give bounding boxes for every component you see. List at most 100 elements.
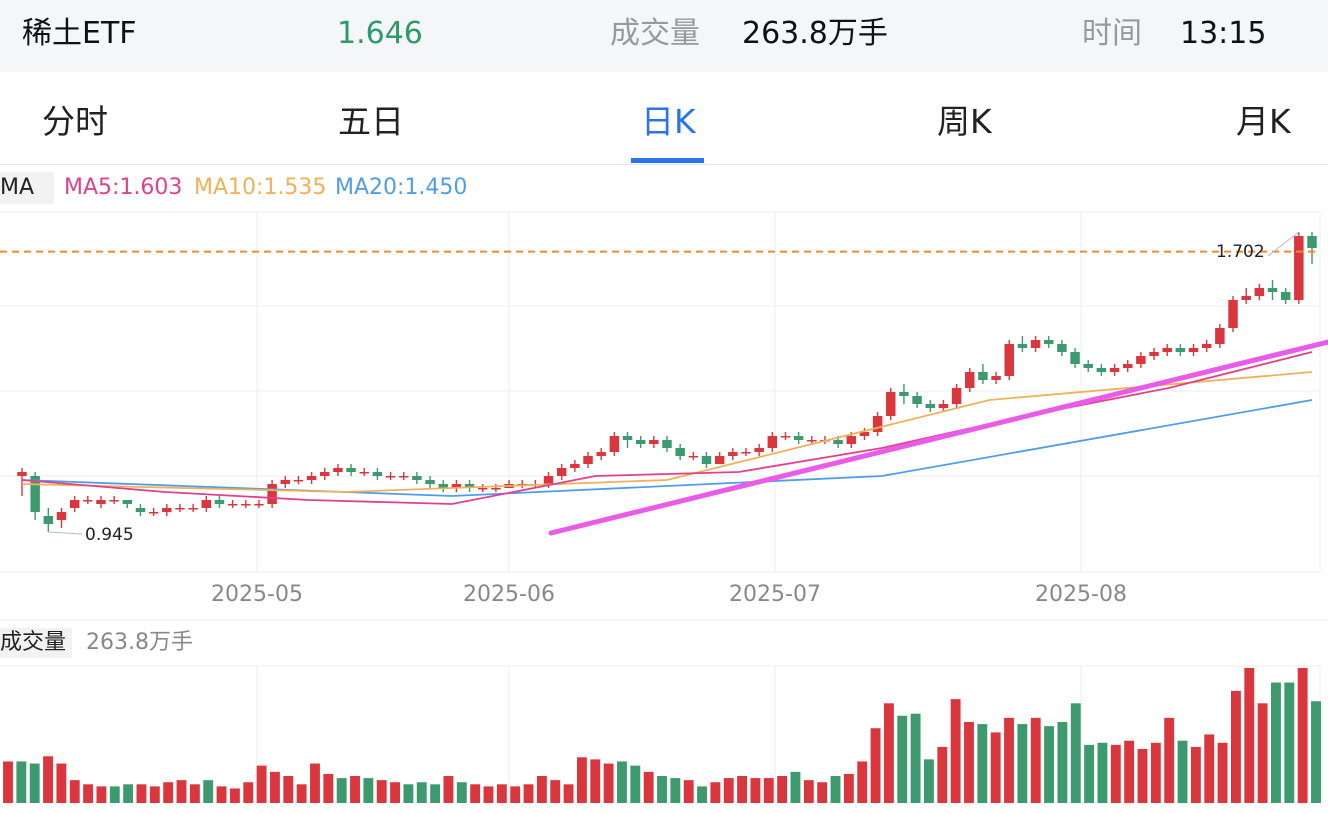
- volume-bar: [510, 786, 521, 803]
- candle-body: [438, 484, 448, 488]
- volume-bar: [590, 759, 601, 803]
- candle-body: [1017, 344, 1028, 348]
- volume-bar: [323, 773, 334, 803]
- tab-daily-k[interactable]: 日K: [641, 102, 696, 141]
- volume-bar: [1217, 742, 1228, 803]
- candle-body: [1149, 352, 1159, 356]
- ma10-line: [21, 371, 1313, 493]
- volume-bar: [857, 761, 868, 803]
- volume-bar: [937, 746, 948, 803]
- candle-body: [1215, 328, 1225, 344]
- tab-five-day[interactable]: 五日: [338, 102, 404, 141]
- volume-bar: [69, 780, 80, 803]
- volume-bar: [1137, 749, 1148, 803]
- volume-bar: [270, 771, 280, 803]
- volume-bar: [763, 778, 774, 803]
- candle-body: [333, 468, 343, 472]
- candle-body: [583, 456, 593, 464]
- volume-bar: [643, 771, 654, 803]
- volume-bar: [1297, 668, 1308, 803]
- volume-value: 263.8万手: [742, 16, 888, 51]
- candle-body: [833, 440, 843, 444]
- volume-bar: [950, 699, 961, 803]
- candle-body: [1228, 300, 1238, 328]
- volume-bar: [363, 778, 374, 803]
- candle-body: [780, 436, 791, 438]
- candle-body: [109, 500, 119, 502]
- candle-body: [122, 500, 133, 504]
- volume-indicator-name[interactable]: 成交量: [0, 628, 73, 658]
- volume-bar: [43, 756, 53, 803]
- tab-intraday[interactable]: 分时: [42, 102, 108, 141]
- time-value: 13:15: [1180, 16, 1267, 51]
- candle-body: [741, 452, 751, 454]
- candle-body: [662, 440, 672, 448]
- high-leader: [1267, 231, 1300, 257]
- candle-body: [1294, 236, 1304, 300]
- candle-body: [872, 416, 883, 432]
- candle-body: [241, 504, 251, 506]
- volume-bar: [1044, 726, 1054, 803]
- x-tick-label: 2025-06: [463, 582, 555, 607]
- volume-bar: [1284, 682, 1295, 803]
- volume-bar: [376, 780, 387, 803]
- volume-bar: [777, 776, 788, 803]
- volume-bar: [657, 776, 667, 803]
- volume-bar: [483, 786, 494, 803]
- candle-body: [1241, 296, 1251, 300]
- candle-body: [899, 392, 909, 396]
- volume-bar: [203, 780, 214, 803]
- candle-body: [556, 468, 567, 476]
- trend-line: [548, 339, 1328, 536]
- candle-body: [464, 484, 475, 488]
- candle-body: [227, 504, 238, 506]
- candle-body: [807, 440, 817, 442]
- candle-body: [1122, 364, 1133, 368]
- volume-bar: [1164, 717, 1175, 803]
- candle-body: [1136, 356, 1146, 364]
- volume-bar: [430, 784, 441, 803]
- volume-bar: [243, 782, 254, 803]
- candle-body: [214, 500, 225, 504]
- candle-body: [201, 500, 212, 508]
- volume-bar: [443, 776, 454, 803]
- current-price: 1.646: [337, 16, 423, 51]
- volume-bar: [189, 784, 200, 803]
- candle-body: [938, 404, 949, 408]
- volume-bar: [817, 782, 828, 803]
- volume-bar: [977, 724, 988, 803]
- candle-body: [543, 476, 554, 484]
- volume-bar: [1271, 682, 1281, 803]
- low-price-label: 0.945: [85, 525, 134, 545]
- volume-bar: [149, 786, 160, 803]
- volume-bar: [603, 763, 614, 803]
- volume-bar: [1070, 703, 1081, 803]
- candle-body: [135, 508, 146, 512]
- candle-body: [1030, 340, 1041, 348]
- candle-body: [1057, 344, 1067, 352]
- candle-body: [83, 500, 93, 502]
- fund-name: 稀土ETF: [22, 16, 137, 51]
- candle-body: [1307, 236, 1317, 248]
- volume-bar: [256, 765, 267, 803]
- volume-bar: [1030, 717, 1041, 803]
- volume-bar: [523, 784, 534, 803]
- quote-header: 稀土ETF 1.646 成交量 263.8万手 时间 13:15: [0, 0, 1328, 72]
- volume-bar: [29, 763, 40, 803]
- candle-body: [1280, 292, 1291, 300]
- candle-body: [1267, 288, 1278, 292]
- tab-weekly-k[interactable]: 周K: [937, 102, 992, 141]
- indicator-selector[interactable]: MA: [0, 172, 55, 204]
- candle-body: [188, 508, 198, 510]
- ma20-line: [21, 399, 1313, 497]
- volume-bar: [1124, 740, 1135, 803]
- tab-monthly-k[interactable]: 月K: [1236, 102, 1291, 141]
- candle-body: [991, 376, 1001, 380]
- volume-bar: [1084, 744, 1095, 803]
- volume-bars: [3, 668, 1321, 803]
- volume-bar: [176, 780, 187, 803]
- volume-bar: [390, 782, 400, 803]
- volume-bar: [350, 776, 360, 803]
- candle-body: [1175, 348, 1186, 352]
